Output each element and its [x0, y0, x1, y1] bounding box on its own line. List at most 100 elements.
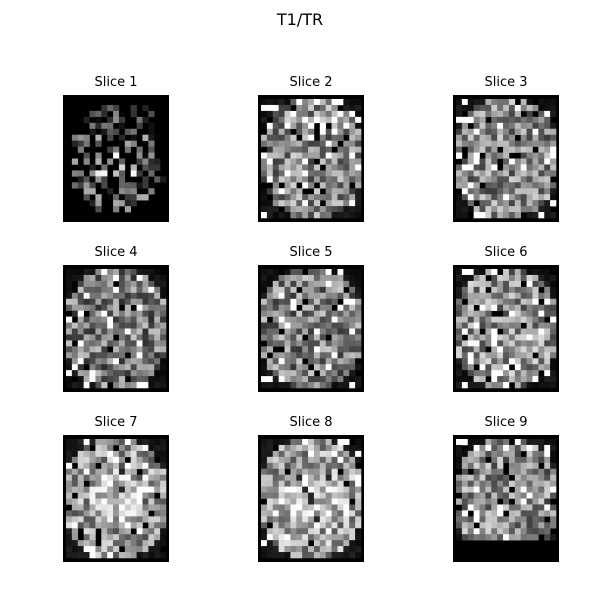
slice-pixel: [331, 444, 338, 452]
slice-pixel: [284, 358, 291, 365]
slice-pixel: [532, 269, 539, 276]
slice-pixel: [355, 310, 362, 317]
slice-pixel: [101, 280, 108, 288]
slice-pixel: [355, 439, 362, 446]
slice-pixel: [349, 116, 356, 124]
slice-pixel: [343, 552, 350, 559]
slice-pixel: [526, 328, 533, 335]
slice-pixel: [66, 298, 73, 305]
slice-pixel: [456, 534, 463, 541]
slice-pixel: [497, 140, 504, 147]
slice-pixel: [124, 200, 131, 207]
slice-pixel: [456, 382, 463, 389]
slice-pixel: [284, 480, 291, 487]
slice-pixel: [325, 322, 332, 329]
slice-pixel: [538, 468, 545, 475]
slice-pixel: [160, 316, 167, 323]
slice-pixel: [148, 364, 155, 371]
slice-pixel: [514, 104, 521, 112]
slice-pixel: [118, 516, 126, 523]
slice-pixel: [142, 158, 149, 165]
slice-pixel: [508, 140, 516, 147]
slice-pixel: [337, 352, 344, 359]
slice-pixel: [113, 468, 120, 475]
slice-pixel: [101, 334, 108, 341]
slice-pixel: [107, 540, 114, 547]
slice-pixel: [491, 206, 498, 213]
slice-pixel: [66, 528, 73, 535]
slice-pixel: [284, 170, 291, 177]
slice-pixel: [71, 182, 79, 189]
slice-pixel: [290, 358, 297, 365]
slice-pixel: [491, 334, 498, 341]
slice-pixel: [266, 200, 274, 207]
slice-pixel: [514, 298, 521, 305]
slice-pixel: [520, 104, 527, 112]
slice-pixel: [343, 152, 350, 159]
slice-pixel: [142, 269, 149, 276]
slice-pixel: [266, 370, 274, 377]
slice-pixel: [325, 99, 332, 106]
slice-pixel: [520, 292, 527, 300]
slice-pixel: [124, 269, 131, 276]
slice-pixel: [479, 370, 486, 377]
slice-pixel: [89, 534, 96, 541]
slice-pixel: [520, 116, 527, 124]
slice-pixel: [107, 450, 114, 458]
slice-panel-1: Slice 1: [63, 74, 169, 222]
slice-pixel: [284, 504, 291, 511]
slice-pixel: [479, 528, 486, 535]
slice-pixel: [325, 188, 332, 195]
slice-pixel: [89, 122, 96, 130]
slice-pixel: [302, 492, 309, 499]
slice-pixel: [160, 310, 167, 317]
slice-pixel: [473, 140, 480, 147]
slice-pixel: [118, 540, 126, 547]
slice-pixel: [278, 194, 285, 201]
slice-pixel: [66, 498, 73, 505]
slice-pixel: [284, 376, 291, 383]
slice-pixel: [308, 104, 315, 112]
slice-pixel: [308, 358, 315, 365]
slice-pixel: [136, 364, 143, 371]
slice-pixel: [319, 274, 326, 282]
slice-pixel: [325, 194, 332, 201]
slice-pixel: [95, 456, 102, 464]
slice-pixel: [154, 164, 161, 171]
slice-pixel: [520, 188, 527, 195]
slice-pixel: [485, 364, 492, 371]
slice-pixel: [503, 474, 510, 481]
slice-pixel: [261, 322, 268, 329]
slice-panel-8: Slice 8: [258, 414, 364, 562]
slice-pixel: [95, 310, 102, 317]
slice-pixel: [272, 176, 279, 183]
slice-pixel: [491, 492, 498, 499]
slice-pixel: [130, 340, 137, 347]
slice-pixel: [278, 99, 285, 106]
slice-pixel: [479, 346, 486, 353]
slice-pixel: [544, 176, 551, 183]
slice-pixel: [113, 304, 120, 311]
slice-pixel: [136, 352, 143, 359]
slice-pixel: [130, 358, 137, 365]
slice-pixel: [538, 334, 545, 341]
slice-pixel: [337, 158, 344, 165]
slice-pixel: [331, 346, 338, 353]
slice-pixel: [526, 516, 533, 523]
slice-pixel: [355, 376, 362, 383]
slice-pixel: [467, 450, 474, 458]
slice-panel-7: Slice 7: [63, 414, 169, 562]
slice-pixel: [113, 480, 120, 487]
slice-pixel: [508, 128, 516, 135]
slice-pixel: [456, 358, 463, 365]
slice-pixel: [355, 492, 362, 499]
slice-pixel: [272, 170, 279, 177]
slice-pixel: [479, 504, 486, 511]
slice-pixel: [113, 200, 120, 207]
slice-pixel: [461, 474, 469, 481]
slice-pixel: [308, 164, 315, 171]
slice-pixel: [261, 140, 268, 147]
slice-pixel: [532, 510, 539, 517]
slice-pixel: [66, 328, 73, 335]
slice-pixel: [325, 352, 332, 359]
